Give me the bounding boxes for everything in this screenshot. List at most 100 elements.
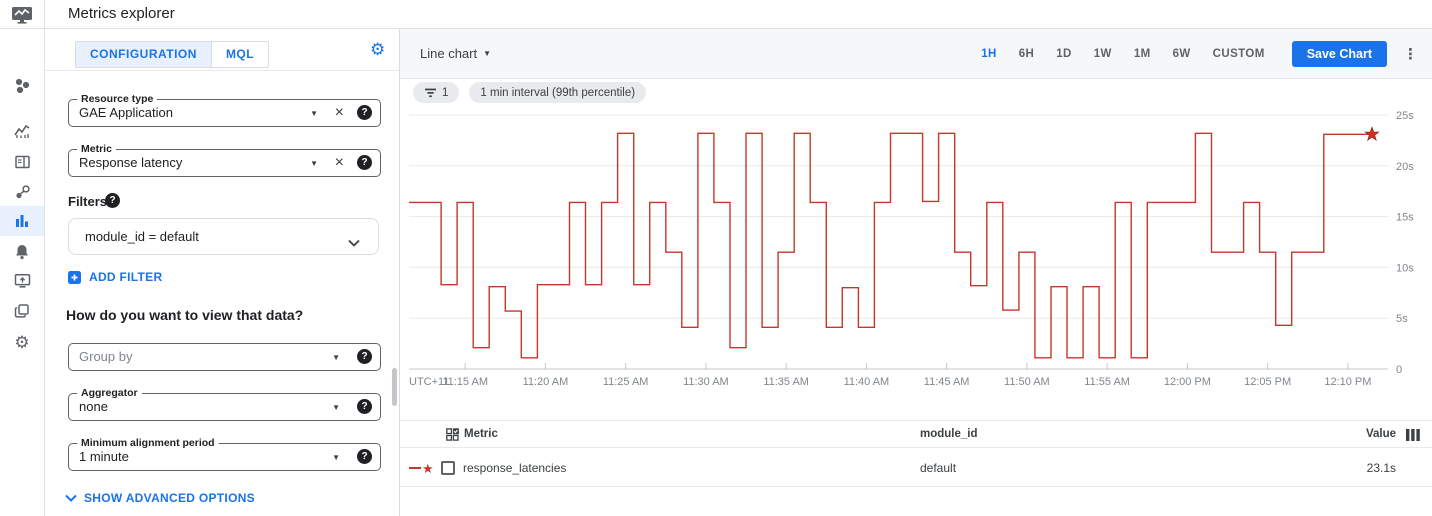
time-range-1w[interactable]: 1W	[1093, 47, 1112, 60]
show-advanced-options-label: SHOW ADVANCED OPTIONS	[84, 491, 255, 505]
chart-settings-gear-icon[interactable]: ⚙	[370, 40, 386, 59]
time-range-1d[interactable]: 1D	[1056, 47, 1072, 60]
time-range-6h[interactable]: 6H	[1018, 47, 1035, 60]
svg-text:UTC+11: UTC+11	[409, 376, 449, 388]
chart-panel: Line chart ▼ 1H 6H 1D 1W 1M 6W CUSTOM Save Cha…	[400, 29, 1432, 516]
filter-count-chip[interactable]: 1	[413, 82, 460, 103]
svg-text:11:15 AM: 11:15 AM	[442, 376, 488, 388]
nav-uptime-checks[interactable]	[0, 266, 44, 296]
config-panel: CONFIGURATION MQL ⚙ Resource type GAE Ap…	[45, 29, 400, 516]
filter-chip-box[interactable]: module_id = default	[68, 218, 379, 255]
kebab-menu-icon[interactable]: ⋮	[1403, 45, 1418, 63]
app-header: Metrics explorer	[0, 0, 1432, 29]
help-icon[interactable]: ?	[357, 449, 372, 464]
copy-squares-icon	[14, 304, 29, 318]
time-range-custom[interactable]: CUSTOM	[1212, 47, 1265, 60]
config-scrollbar-thumb[interactable]	[392, 368, 397, 406]
chart-type-dropdown[interactable]: Line chart ▼	[420, 46, 491, 61]
dropdown-arrow-icon[interactable]: ▼	[310, 159, 318, 168]
tab-configuration[interactable]: CONFIGURATION	[76, 42, 212, 67]
left-nav-rail: ⚙	[0, 29, 45, 516]
dropdown-arrow-icon[interactable]: ▼	[332, 453, 340, 462]
show-advanced-options-button[interactable]: SHOW ADVANCED OPTIONS	[65, 491, 255, 505]
dropdown-arrow-icon[interactable]: ▼	[332, 353, 340, 362]
config-tabbar: CONFIGURATION MQL	[75, 41, 270, 68]
help-icon[interactable]: ?	[357, 349, 372, 364]
nav-group-copies[interactable]	[0, 296, 44, 326]
add-filter-label: ADD FILTER	[89, 270, 163, 284]
svg-text:11:55 AM: 11:55 AM	[1084, 376, 1130, 388]
tabs-divider	[45, 70, 399, 71]
table-row[interactable]: ★ response_latencies default 23.1s	[400, 449, 1432, 487]
clear-icon[interactable]: ×	[334, 104, 344, 121]
view-data-question: How do you want to view that data?	[66, 307, 304, 323]
help-icon[interactable]: ?	[357, 105, 372, 120]
time-range-6w[interactable]: 6W	[1172, 47, 1191, 60]
grid-check-icon[interactable]	[446, 428, 459, 444]
svg-text:11:25 AM: 11:25 AM	[603, 376, 649, 388]
chart-canvas: 0 5s 10s 15s 20s 25s 11:15 AM 11:20 AM 11:25 AM 1…	[409, 110, 1414, 388]
svg-text:12:05 PM: 12:05 PM	[1244, 376, 1291, 388]
tab-mql[interactable]: MQL	[225, 47, 255, 61]
svg-text:11:35 AM: 11:35 AM	[763, 376, 809, 388]
svg-text:5s: 5s	[1396, 313, 1408, 325]
aggregator-label: Aggregator	[77, 387, 142, 399]
svg-text:11:45 AM: 11:45 AM	[924, 376, 970, 388]
svg-text:10s: 10s	[1396, 262, 1414, 274]
interval-label: 1 min interval (99th percentile)	[480, 86, 636, 99]
svg-text:11:30 AM: 11:30 AM	[683, 376, 729, 388]
row-module-id: default	[920, 461, 957, 475]
dropdown-arrow-icon[interactable]: ▼	[310, 109, 318, 118]
add-filter-button[interactable]: ADD FILTER	[68, 270, 162, 284]
time-range-1m[interactable]: 1M	[1133, 47, 1151, 60]
nav-metrics-explorer[interactable]	[0, 206, 44, 236]
svg-text:11:50 AM: 11:50 AM	[1004, 376, 1050, 388]
resource-type-label: Resource type	[77, 93, 158, 105]
row-checkbox[interactable]	[441, 461, 455, 475]
metric-label: Metric	[77, 143, 116, 155]
header-metric[interactable]: Metric	[464, 428, 498, 440]
help-icon[interactable]: ?	[357, 155, 372, 170]
columns-icon[interactable]	[1406, 429, 1420, 444]
svg-text:11:20 AM: 11:20 AM	[523, 376, 569, 388]
metric-value: Response latency	[79, 155, 183, 170]
nav-groups[interactable]	[0, 71, 44, 101]
chevron-down-icon[interactable]	[348, 234, 360, 252]
monitoring-logo[interactable]	[0, 0, 45, 29]
header-value[interactable]: Value	[1365, 428, 1396, 440]
header-module-id[interactable]: module_id	[920, 428, 978, 440]
filter-count: 1	[442, 86, 449, 99]
filters-help-icon[interactable]: ?	[105, 193, 120, 208]
gear-icon: ⚙	[14, 332, 30, 352]
resource-type-field[interactable]: Resource type GAE Application ▼ × ?	[68, 93, 381, 127]
chart-type-label: Line chart	[420, 46, 478, 61]
uptime-monitor-icon	[14, 274, 30, 288]
nav-settings[interactable]: ⚙	[0, 327, 44, 357]
interval-chip[interactable]: 1 min interval (99th percentile)	[469, 82, 647, 103]
svg-text:12:00 PM: 12:00 PM	[1164, 376, 1211, 388]
group-by-field[interactable]: Group by ▼ ?	[68, 343, 381, 371]
bell-icon	[16, 244, 28, 259]
latency-line-chart[interactable]: 0 5s 10s 15s 20s 25s 11:15 AM 11:20 AM 11:25 AM 1…	[400, 100, 1432, 396]
save-chart-button[interactable]: Save Chart	[1291, 40, 1387, 67]
nav-dashboards[interactable]	[0, 147, 44, 177]
nav-alerting[interactable]	[0, 236, 44, 266]
filter-list-icon	[425, 88, 436, 97]
help-icon[interactable]: ?	[357, 399, 372, 414]
row-value: 23.1s	[1366, 461, 1396, 475]
time-range-1h[interactable]: 1H	[981, 47, 997, 60]
min-alignment-field[interactable]: Minimum alignment period 1 minute ▼ ?	[68, 437, 381, 471]
groups-dots-icon	[15, 78, 30, 94]
aggregator-field[interactable]: Aggregator none ▼ ?	[68, 387, 381, 421]
aggregator-value: none	[79, 399, 108, 414]
nav-overview[interactable]	[0, 117, 44, 147]
chevron-down-icon	[65, 494, 77, 502]
filter-expression: module_id = default	[85, 229, 199, 244]
dropdown-arrow-icon[interactable]: ▼	[332, 403, 340, 412]
chart-chips: 1 1 min interval (99th percentile)	[413, 82, 647, 103]
nav-services[interactable]	[0, 177, 44, 207]
clear-icon[interactable]: ×	[334, 154, 344, 171]
metric-field[interactable]: Metric Response latency ▼ × ?	[68, 143, 381, 177]
bar-chart-icon	[16, 215, 28, 227]
